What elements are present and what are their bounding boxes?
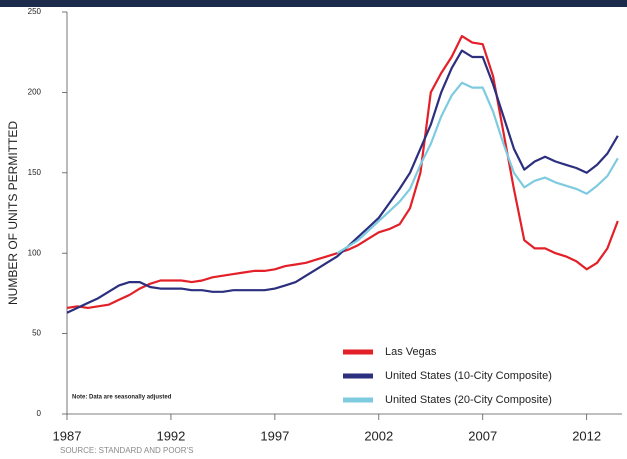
- series-line: [66, 49, 619, 314]
- legend-label: United States (10-City Composite): [385, 370, 552, 382]
- note: Note: Data are seasonally adjusted: [72, 395, 172, 401]
- series-line: [66, 35, 619, 309]
- x-tick-label: 1992: [156, 428, 185, 443]
- x-tick-label: 2012: [572, 428, 601, 443]
- series-line: [336, 81, 619, 255]
- x-tick-label: 2007: [468, 428, 497, 443]
- y-tick-label: 100: [28, 248, 42, 257]
- legend-label: Las Vegas: [385, 346, 437, 358]
- y-axis-label: NUMBER OF UNITS PERMITTED: [6, 121, 20, 305]
- x-tick-label: 1997: [260, 428, 289, 443]
- top-bar: [0, 0, 627, 7]
- y-tick-label: 50: [32, 329, 41, 338]
- source: SOURCE: STANDARD AND POOR'S: [60, 446, 193, 455]
- x-tick-label: 1987: [53, 428, 82, 443]
- x-tick-label: 2002: [364, 428, 393, 443]
- y-tick-label: 150: [28, 168, 42, 177]
- y-tick-label: 200: [28, 88, 42, 97]
- y-tick-label: 250: [28, 7, 42, 16]
- legend-label: United States (20-City Composite): [385, 394, 552, 406]
- y-tick-label: 0: [37, 409, 42, 418]
